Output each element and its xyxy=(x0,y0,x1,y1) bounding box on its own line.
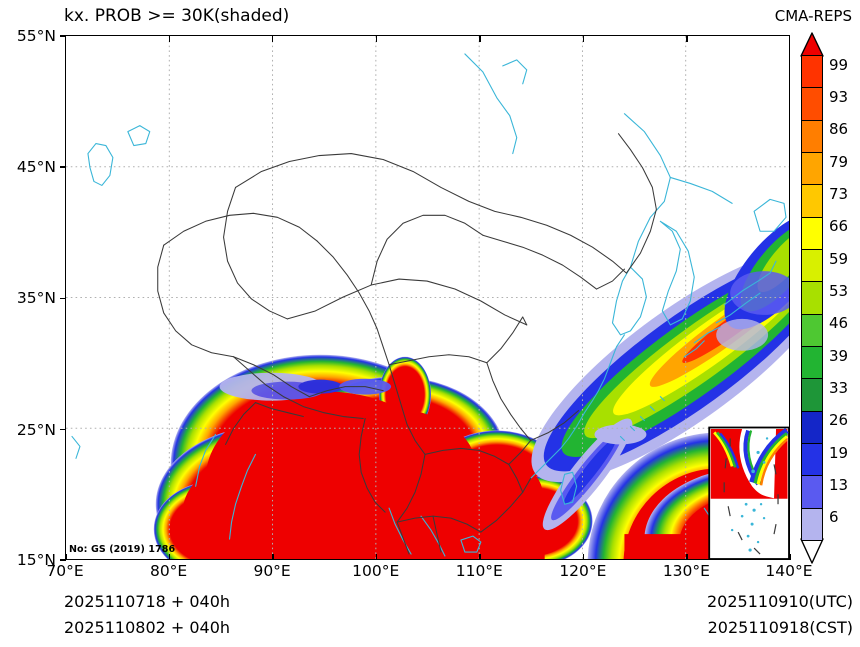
colorbar-label-53: 53 xyxy=(829,282,849,301)
colorbar-swatch-53 xyxy=(801,281,823,315)
colorbar-label-26: 26 xyxy=(829,411,849,430)
colorbar-label-99: 99 xyxy=(829,55,849,74)
y-tick-25 xyxy=(60,428,66,431)
colorbar-label-39: 39 xyxy=(829,346,849,365)
y-label-45: 45°N xyxy=(16,158,56,176)
y-label-35: 35°N xyxy=(16,289,56,308)
map-canvas: No: GS (2019) 1786 xyxy=(66,36,789,559)
y-label-55: 55°N xyxy=(16,27,56,45)
colorbar-swatch-46 xyxy=(801,313,823,348)
colorbar-swatch-6 xyxy=(801,507,823,542)
map-coastlines xyxy=(71,53,787,557)
x-tick-top-110 xyxy=(479,36,481,42)
x-tick-top-130 xyxy=(686,36,688,42)
shade-nw-pacific-band xyxy=(531,212,789,483)
colorbar-swatch-86 xyxy=(801,119,823,154)
x-tick-140 xyxy=(789,554,791,560)
colorbar-label-79: 79 xyxy=(829,152,849,171)
colorbar-swatch-93 xyxy=(801,87,823,121)
colorbar-label-6: 6 xyxy=(829,508,839,527)
map-gridlines xyxy=(66,36,789,559)
colorbar-label-66: 66 xyxy=(829,217,849,236)
map-approval-number: No: GS (2019) 1786 xyxy=(69,544,176,555)
x-tick-70 xyxy=(65,554,67,560)
x-label-130: 130°E xyxy=(662,562,710,580)
x-tick-90 xyxy=(272,554,274,560)
chart-source-label: CMA-REPS xyxy=(774,7,852,25)
y-tick-55 xyxy=(60,35,66,37)
x-tick-130 xyxy=(686,554,688,560)
colorbar-swatch-33 xyxy=(801,378,823,412)
colorbar-swatch-39 xyxy=(801,346,823,380)
colorbar-swatch-66 xyxy=(801,216,823,251)
footer-init-utc: 2025110718 + 040h xyxy=(64,592,231,611)
y-label-25: 25°N xyxy=(16,420,56,439)
footer-init-cst: 2025110802 + 040h xyxy=(64,618,231,637)
x-label-80: 80°E xyxy=(149,562,188,580)
shade-east-coast-fringe xyxy=(542,418,647,531)
y-tick-45 xyxy=(60,166,66,168)
map-graphics xyxy=(66,36,789,559)
chart-title: kx. PROB >= 30K(shaded) xyxy=(64,6,290,26)
colorbar xyxy=(800,32,824,564)
x-label-120: 120°E xyxy=(559,562,607,580)
map-plot-area: No: GS (2019) 1786 xyxy=(65,35,790,560)
colorbar-swatch-73 xyxy=(801,184,823,218)
footer-valid-cst: 2025110918(CST) xyxy=(707,618,853,637)
x-tick-top-100 xyxy=(375,36,378,42)
colorbar-swatch-99 xyxy=(801,55,823,89)
x-tick-top-120 xyxy=(582,36,585,42)
x-label-140: 140°E xyxy=(765,562,813,580)
colorbar-label-86: 86 xyxy=(829,120,849,139)
colorbar-swatch-26 xyxy=(801,410,823,445)
colorbar-swatch-19 xyxy=(801,443,823,477)
colorbar-swatch-13 xyxy=(801,475,823,509)
footer-valid-utc: 2025110910(UTC) xyxy=(707,592,853,611)
x-label-110: 110°E xyxy=(455,562,503,580)
colorbar-label-73: 73 xyxy=(829,185,849,204)
x-tick-120 xyxy=(582,554,585,560)
map-inset-south-china-sea xyxy=(708,426,789,559)
y-tick-35 xyxy=(60,297,66,300)
colorbar-label-19: 19 xyxy=(829,443,849,462)
x-tick-top-90 xyxy=(272,36,274,42)
colorbar-label-59: 59 xyxy=(829,249,849,268)
x-label-90: 90°E xyxy=(253,562,291,580)
colorbar-label-33: 33 xyxy=(829,379,849,398)
colorbar-label-93: 93 xyxy=(829,88,849,107)
shade-south-china-core xyxy=(153,354,593,559)
x-tick-100 xyxy=(375,554,378,560)
y-tick-15 xyxy=(60,559,66,561)
colorbar-label-13: 13 xyxy=(829,476,849,495)
colorbar-swatch-59 xyxy=(801,249,823,283)
triangle-up-icon xyxy=(800,32,824,57)
x-tick-top-80 xyxy=(168,36,170,42)
x-label-100: 100°E xyxy=(352,562,400,580)
x-tick-110 xyxy=(479,554,481,560)
x-tick-80 xyxy=(168,554,171,560)
colorbar-swatch-79 xyxy=(801,152,823,186)
triangle-down-icon xyxy=(800,538,824,564)
x-label-70: 70°E xyxy=(46,562,84,580)
map-borders xyxy=(157,133,657,555)
colorbar-label-46: 46 xyxy=(829,314,849,333)
y-label-15: 15°N xyxy=(16,551,56,569)
